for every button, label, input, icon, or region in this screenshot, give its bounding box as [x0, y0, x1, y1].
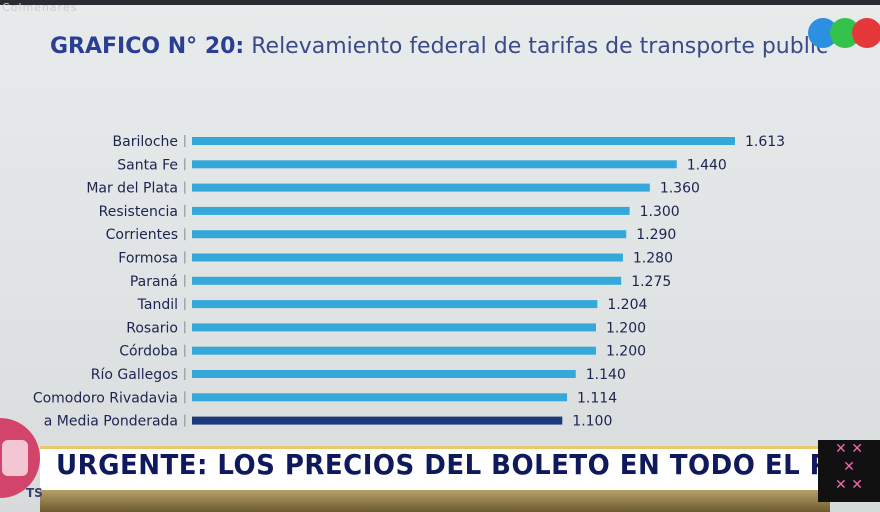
value-label: 1.100 — [572, 414, 612, 430]
value-label: 1.440 — [687, 157, 727, 173]
category-label: Bariloche — [113, 134, 178, 150]
axis-tick — [184, 228, 186, 241]
axis-tick — [184, 321, 186, 334]
category-label: Río Gallegos — [91, 367, 178, 383]
category-label: Resistencia — [99, 204, 178, 220]
category-label: Comodoro Rivadavia — [33, 390, 178, 406]
axis-tick — [184, 344, 186, 357]
axis-tick — [184, 158, 186, 171]
bar — [192, 346, 596, 355]
bar — [192, 416, 563, 425]
bar — [192, 160, 677, 169]
watermark: Colmenares — [2, 1, 78, 14]
bar — [192, 253, 623, 262]
axis-tick — [184, 274, 186, 287]
value-label: 1.360 — [660, 181, 700, 197]
badge-inner-icon — [2, 440, 28, 476]
axis-tick — [184, 181, 186, 194]
value-label: 1.204 — [607, 297, 647, 313]
category-label: Tandil — [137, 297, 178, 313]
chart-title-text: Relevamiento federal de tarifas de trans… — [251, 34, 829, 59]
pattern-icon: ✕ ✕ ✕ ✕ ✕ — [818, 440, 880, 502]
category-label: Paraná — [130, 274, 178, 290]
category-label: Corrientes — [106, 227, 178, 243]
value-label: 1.280 — [633, 251, 673, 267]
channel-logo-icon — [808, 18, 880, 50]
chart-title: GRAFICO N° 20: Relevamiento federal de t… — [50, 34, 880, 59]
bar — [192, 206, 630, 215]
axis-tick — [184, 135, 186, 147]
bar — [192, 183, 650, 192]
category-label: Formosa — [118, 251, 178, 267]
top-strip — [0, 0, 880, 5]
bar — [192, 393, 568, 402]
bar — [192, 300, 598, 309]
ts-label: TS — [26, 486, 43, 500]
value-label: 1.114 — [577, 390, 617, 406]
bar — [192, 370, 576, 378]
value-label: 1.290 — [636, 227, 676, 243]
value-label: 1.140 — [586, 367, 626, 383]
bar — [192, 230, 627, 239]
axis-tick — [184, 251, 186, 264]
banner-headline: URGENTE: LOS PRECIOS DEL BOLETO EN TODO … — [56, 448, 877, 481]
category-label: Santa Fe — [117, 157, 178, 173]
axis-tick — [184, 414, 186, 427]
bar-chart: Bariloche 1.613 Santa Fe 1.440 Mar del Plata… — [33, 134, 785, 430]
category-label: Mar del Plata — [86, 181, 178, 197]
axis-tick — [184, 391, 186, 404]
news-banner — [40, 446, 820, 493]
value-label: 1.613 — [745, 134, 785, 150]
category-label: Rosario — [126, 320, 178, 336]
bar — [192, 323, 596, 332]
axis-tick — [184, 298, 186, 311]
value-label: 1.275 — [631, 274, 671, 290]
category-label: a Media Ponderada — [44, 414, 178, 430]
axis-tick — [184, 204, 186, 217]
bar — [192, 276, 622, 285]
value-label: 1.200 — [606, 320, 646, 336]
bar — [192, 137, 735, 145]
value-label: 1.300 — [640, 204, 680, 220]
category-label: Córdoba — [119, 344, 178, 360]
banner-bottom-strip — [40, 490, 830, 512]
axis-tick — [184, 368, 186, 380]
value-label: 1.200 — [606, 344, 646, 360]
chart-title-number: GRAFICO N° 20: — [50, 34, 245, 59]
